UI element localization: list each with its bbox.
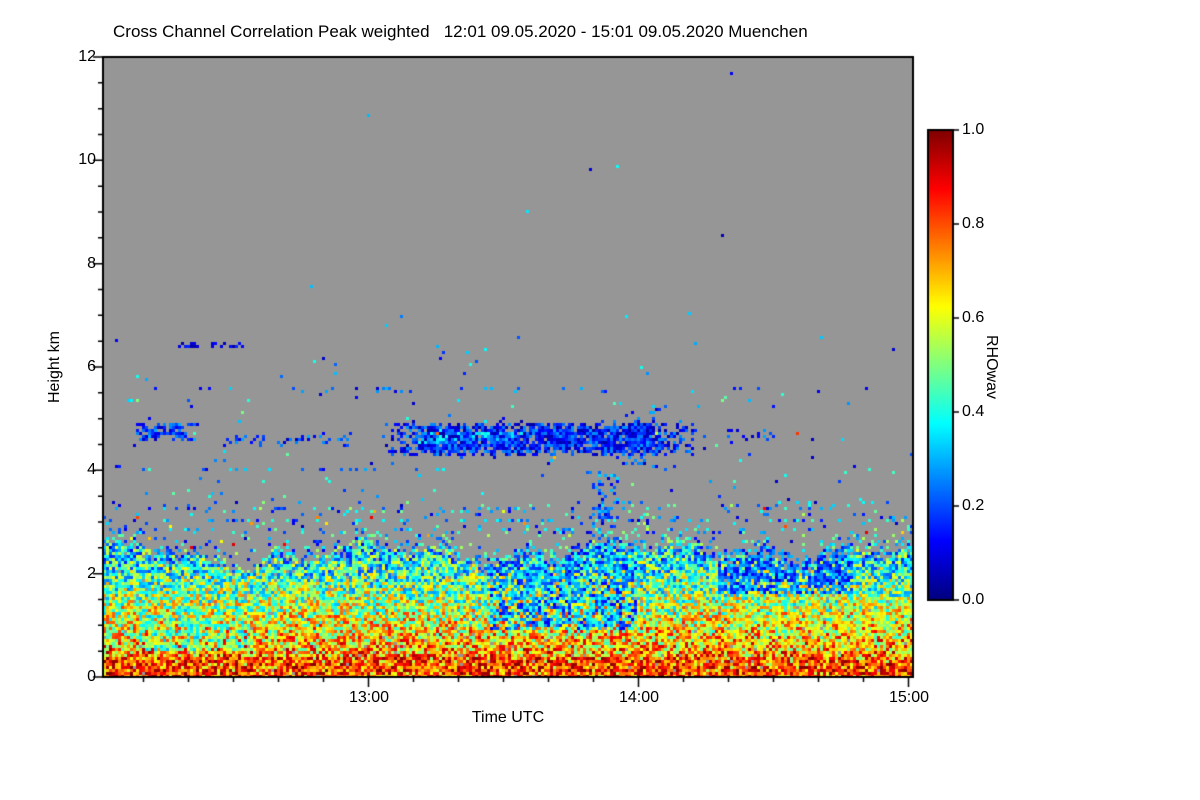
y-tick-label: 8 <box>87 255 96 272</box>
colorbar-tick-label: 0.8 <box>962 215 985 232</box>
colorbar-tick-label: 0.4 <box>962 403 985 420</box>
x-tick-label: 13:00 <box>348 689 390 706</box>
x-axis-label: Time UTC <box>471 709 545 726</box>
colorbar-tick-label: 1.0 <box>962 121 985 138</box>
y-tick-label: 6 <box>87 358 96 375</box>
colorbar-tick-label: 0.0 <box>962 591 985 608</box>
plot-title: Cross Channel Correlation Peak weighted … <box>113 22 808 41</box>
y-tick-label: 0 <box>87 668 96 685</box>
colorbar-tick-label: 0.6 <box>962 309 985 326</box>
x-tick-label: 14:00 <box>618 689 660 706</box>
y-tick-label: 2 <box>87 565 96 582</box>
y-tick-label: 4 <box>87 461 96 478</box>
colorbar-label: RHOwav <box>983 334 1000 399</box>
y-tick-label: 12 <box>78 48 96 65</box>
colorbar-tick-label: 0.2 <box>962 497 985 514</box>
y-tick-label: 10 <box>78 151 96 168</box>
x-tick-label: 15:00 <box>888 689 930 706</box>
